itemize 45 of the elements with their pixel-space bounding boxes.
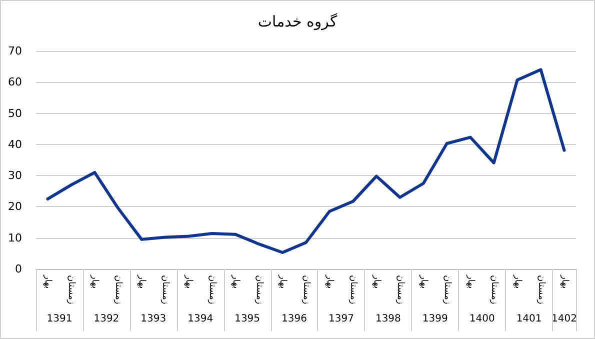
- text: 1401: [516, 314, 542, 324]
- x-tick-label: بهار: [465, 274, 476, 289]
- y-tick-label: 50: [8, 106, 22, 120]
- x-tick-label: بهار: [512, 274, 522, 289]
- x-tick-label: بهار: [324, 274, 334, 289]
- x-tick-label: زمستان: [113, 275, 124, 304]
- x-tick-label: بهار: [418, 274, 428, 289]
- x-tick-label: زمستان: [442, 275, 452, 304]
- x-tick-label: زمستان: [536, 275, 546, 304]
- text: 1395: [234, 314, 260, 324]
- y-tick-label: 60: [8, 76, 22, 89]
- y-tick-label: 20: [8, 200, 22, 214]
- x-tick-label: بهار: [278, 274, 288, 289]
- chart-title: گروه خدمات: [258, 12, 338, 30]
- x-tick-label: زمستان: [254, 275, 264, 304]
- x-tick-label: بهار: [90, 274, 100, 289]
- y-tick-label: 40: [8, 138, 22, 151]
- x-tick-label: بهار: [184, 274, 194, 289]
- text: 1399: [422, 314, 448, 324]
- line-series: [46, 68, 566, 254]
- y-tick-label: 30: [8, 169, 22, 182]
- x-tick-label: بهار: [371, 274, 382, 289]
- text: 1393: [140, 314, 166, 324]
- text: 1396: [282, 314, 307, 324]
- text: 1400: [469, 314, 495, 324]
- x-tick-label: بهار: [136, 274, 147, 289]
- x-tick-label: زمستان: [66, 275, 76, 304]
- x-tick-label: زمستان: [488, 275, 499, 304]
- text: 1402: [552, 314, 577, 324]
- x-tick-label: بهار: [559, 274, 570, 289]
- text: 1394: [188, 314, 214, 324]
- y-tick-label: 0: [15, 262, 22, 276]
- y-tick-label: 10: [8, 231, 22, 244]
- x-tick-label: بهار: [42, 274, 53, 289]
- x-tick-label: زمستان: [160, 275, 170, 304]
- x-tick-label: بهار: [230, 274, 241, 289]
- y-tick-label: 70: [8, 44, 22, 58]
- x-tick-label: زمستان: [207, 275, 218, 304]
- text: 1392: [94, 314, 120, 324]
- x-tick-label: زمستان: [348, 275, 358, 304]
- text: 1391: [46, 314, 72, 324]
- text: 1398: [375, 314, 401, 324]
- text: 1397: [328, 314, 354, 324]
- x-tick-label: زمستان: [394, 275, 405, 304]
- x-tick-label: زمستان: [301, 275, 311, 304]
